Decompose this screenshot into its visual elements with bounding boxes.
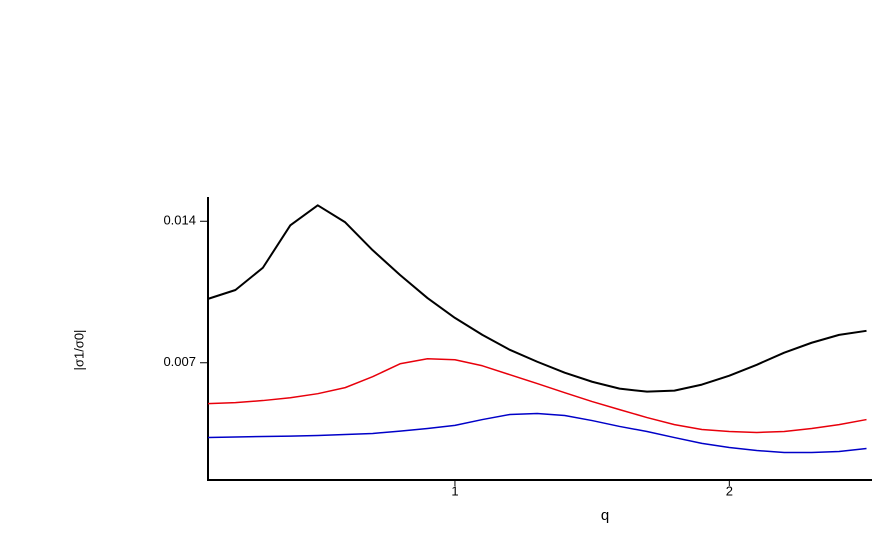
y-axis-label: |σ1/σ0| — [71, 330, 86, 371]
y-tick-label: 0.007 — [163, 354, 196, 369]
series-line — [207, 357, 867, 434]
series-line — [207, 412, 867, 454]
x-tick-label: 1 — [451, 483, 458, 498]
y-tick-label: 0.014 — [163, 213, 196, 228]
x-tick-label: 2 — [726, 483, 733, 498]
x-axis-label: q — [601, 507, 609, 524]
series-line — [207, 204, 867, 393]
